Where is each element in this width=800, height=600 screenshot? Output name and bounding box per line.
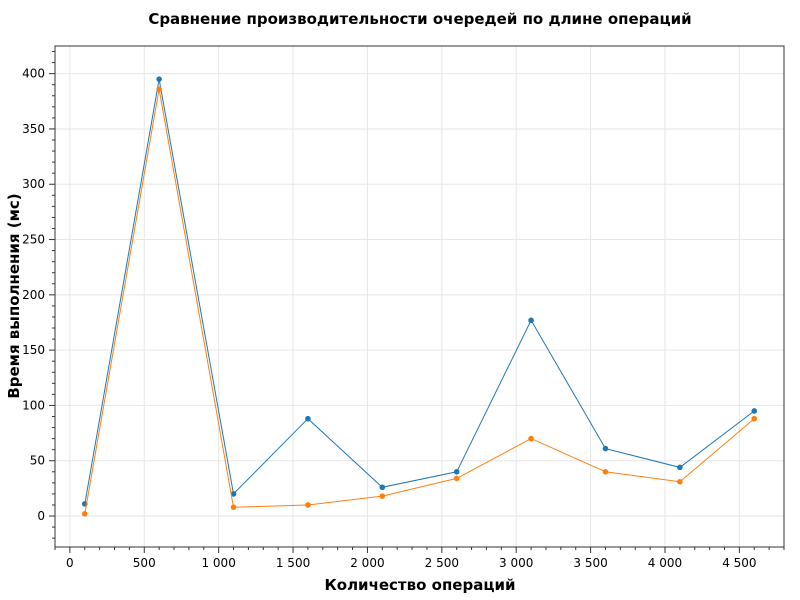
y-tick-label: 200 — [22, 288, 45, 302]
data-point — [453, 475, 460, 482]
x-tick-label: 4 000 — [648, 556, 682, 570]
x-tick-label: 3 000 — [499, 556, 533, 570]
x-tick-label: 500 — [133, 556, 156, 570]
x-axis-label: Количество операций — [325, 576, 516, 594]
y-tick-label: 350 — [22, 122, 45, 136]
data-point — [453, 468, 460, 475]
plot-frame — [54, 45, 785, 548]
x-tick-label: 1 500 — [276, 556, 310, 570]
data-point — [230, 491, 237, 497]
data-point — [379, 493, 386, 499]
data-point — [305, 502, 311, 508]
x-tick-label: 0 — [66, 556, 74, 570]
series-line — [84, 89, 755, 514]
data-point — [305, 415, 311, 422]
series-1 — [81, 76, 758, 507]
y-tick-label: 250 — [22, 233, 45, 247]
data-point — [528, 435, 534, 442]
y-tick-label: 400 — [22, 67, 45, 81]
data-point — [751, 415, 758, 422]
data-point — [751, 408, 758, 414]
data-point — [602, 468, 609, 475]
grid — [55, 46, 784, 547]
y-tick-label: 100 — [22, 398, 45, 412]
data-point — [230, 504, 237, 510]
series-line — [84, 79, 755, 504]
x-tick-label: 3 500 — [573, 556, 607, 570]
y-axis: 0 50 100 150 200 250 300 350 400 — [22, 51, 55, 539]
data-point — [81, 511, 88, 517]
y-axis-label: Время выполнения (мс) — [5, 193, 23, 398]
y-tick-label: 0 — [37, 509, 45, 523]
data-point — [156, 86, 162, 92]
series-layer — [81, 76, 758, 517]
x-axis: 0 500 1 000 1 500 2 000 2 500 3 000 3 500 4 000 4… — [54, 547, 785, 570]
series-2 — [81, 86, 758, 517]
data-point — [602, 445, 609, 452]
x-tick-label: 1 000 — [201, 556, 235, 570]
data-point — [156, 76, 162, 82]
y-tick-label: 50 — [30, 454, 45, 468]
data-point — [379, 484, 386, 491]
data-point — [528, 317, 534, 324]
x-tick-label: 2 500 — [425, 556, 459, 570]
y-tick-label: 300 — [22, 177, 45, 191]
x-tick-label: 4 500 — [722, 556, 756, 570]
chart-title: Сравнение производительности очередей по… — [148, 10, 691, 28]
data-point — [677, 478, 683, 485]
y-tick-label: 150 — [22, 343, 45, 357]
data-point — [677, 464, 683, 471]
x-tick-label: 2 000 — [350, 556, 384, 570]
